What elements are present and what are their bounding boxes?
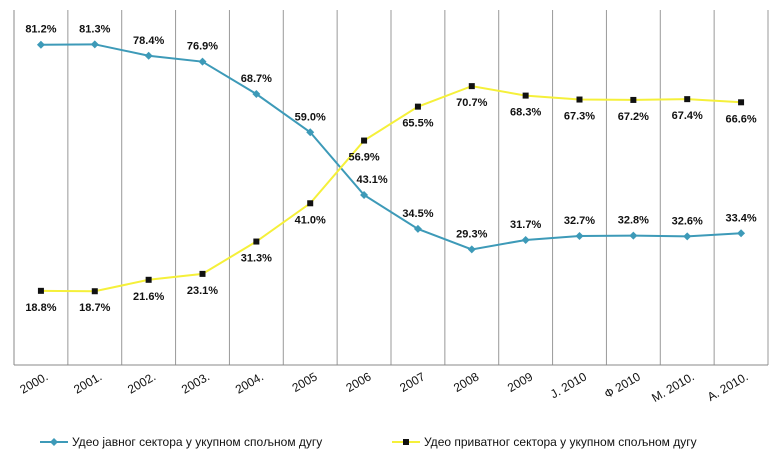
- marker: [521, 235, 530, 244]
- marker: [145, 276, 152, 283]
- data-label: 68.7%: [241, 73, 272, 85]
- legend-marker: [50, 438, 58, 446]
- marker: [307, 200, 314, 207]
- marker: [467, 245, 476, 254]
- series-line: [40, 43, 742, 251]
- marker: [522, 92, 529, 99]
- data-label: 32.8%: [618, 215, 649, 227]
- data-label: 70.7%: [456, 97, 487, 109]
- legend-marker: [403, 439, 409, 445]
- marker: [630, 96, 637, 103]
- marker: [360, 190, 369, 199]
- x-tick-label: М. 2010.: [649, 369, 696, 404]
- legend-label: Удео јавног сектора у укупном спољном ду…: [72, 435, 322, 449]
- x-tick-label: 2009: [505, 369, 535, 395]
- data-label: 65.5%: [402, 118, 433, 130]
- marker: [414, 103, 421, 110]
- x-tick-label: 2008: [451, 369, 481, 395]
- data-label: 34.5%: [402, 208, 433, 220]
- marker: [37, 287, 44, 294]
- x-tick-label: 2002.: [125, 369, 158, 396]
- x-tick-label: 2005: [290, 369, 320, 395]
- series-line: [40, 85, 742, 293]
- x-tick-label: 2007: [397, 369, 427, 395]
- data-label: 32.6%: [672, 215, 703, 227]
- data-label: 41.0%: [295, 214, 326, 226]
- x-tick-label: А. 2010.: [705, 369, 751, 403]
- data-label: 43.1%: [356, 174, 387, 186]
- marker: [253, 238, 260, 245]
- data-label: 21.6%: [133, 291, 164, 303]
- marker: [91, 288, 98, 295]
- x-tick-label: 2000.: [17, 369, 50, 396]
- data-label: 56.9%: [348, 152, 379, 164]
- data-label: 78.4%: [133, 35, 164, 47]
- marker: [90, 40, 99, 49]
- data-label: 67.4%: [672, 110, 703, 122]
- legend-label: Удео приватног сектора у укупном спољном…: [424, 435, 697, 449]
- data-label: 33.4%: [725, 212, 756, 224]
- marker: [413, 224, 422, 233]
- data-label: 67.2%: [618, 111, 649, 123]
- marker: [36, 40, 45, 49]
- data-label: 29.3%: [456, 228, 487, 240]
- marker: [252, 90, 261, 99]
- data-label: 18.7%: [79, 302, 110, 314]
- x-tick-label: 2004.: [233, 369, 266, 396]
- x-tick-label: Ф 2010: [602, 369, 643, 401]
- data-label: 67.3%: [564, 111, 595, 123]
- x-tick-label: 2006: [343, 369, 373, 395]
- data-label: 68.3%: [510, 107, 541, 119]
- x-tick-label: J. 2010: [548, 369, 589, 401]
- data-label: 66.6%: [725, 113, 756, 125]
- data-label: 31.3%: [241, 253, 272, 265]
- marker: [576, 96, 583, 103]
- marker: [361, 137, 368, 144]
- data-label: 18.8%: [25, 302, 56, 314]
- data-label: 76.9%: [187, 41, 218, 53]
- data-label: 31.7%: [510, 219, 541, 231]
- marker: [306, 128, 315, 137]
- marker: [629, 231, 638, 240]
- data-label: 32.7%: [564, 215, 595, 227]
- marker: [468, 83, 475, 90]
- marker: [738, 99, 745, 106]
- data-label: 59.0%: [295, 111, 326, 123]
- marker: [737, 229, 746, 238]
- marker: [684, 96, 691, 103]
- marker: [683, 232, 692, 241]
- data-label: 81.3%: [79, 23, 110, 35]
- data-label: 23.1%: [187, 285, 218, 297]
- x-tick-label: 2003.: [179, 369, 212, 396]
- marker: [198, 57, 207, 66]
- data-label: 81.2%: [25, 24, 56, 36]
- marker: [575, 232, 584, 241]
- marker: [199, 270, 206, 277]
- marker: [144, 51, 153, 60]
- x-tick-label: 2001.: [71, 369, 104, 396]
